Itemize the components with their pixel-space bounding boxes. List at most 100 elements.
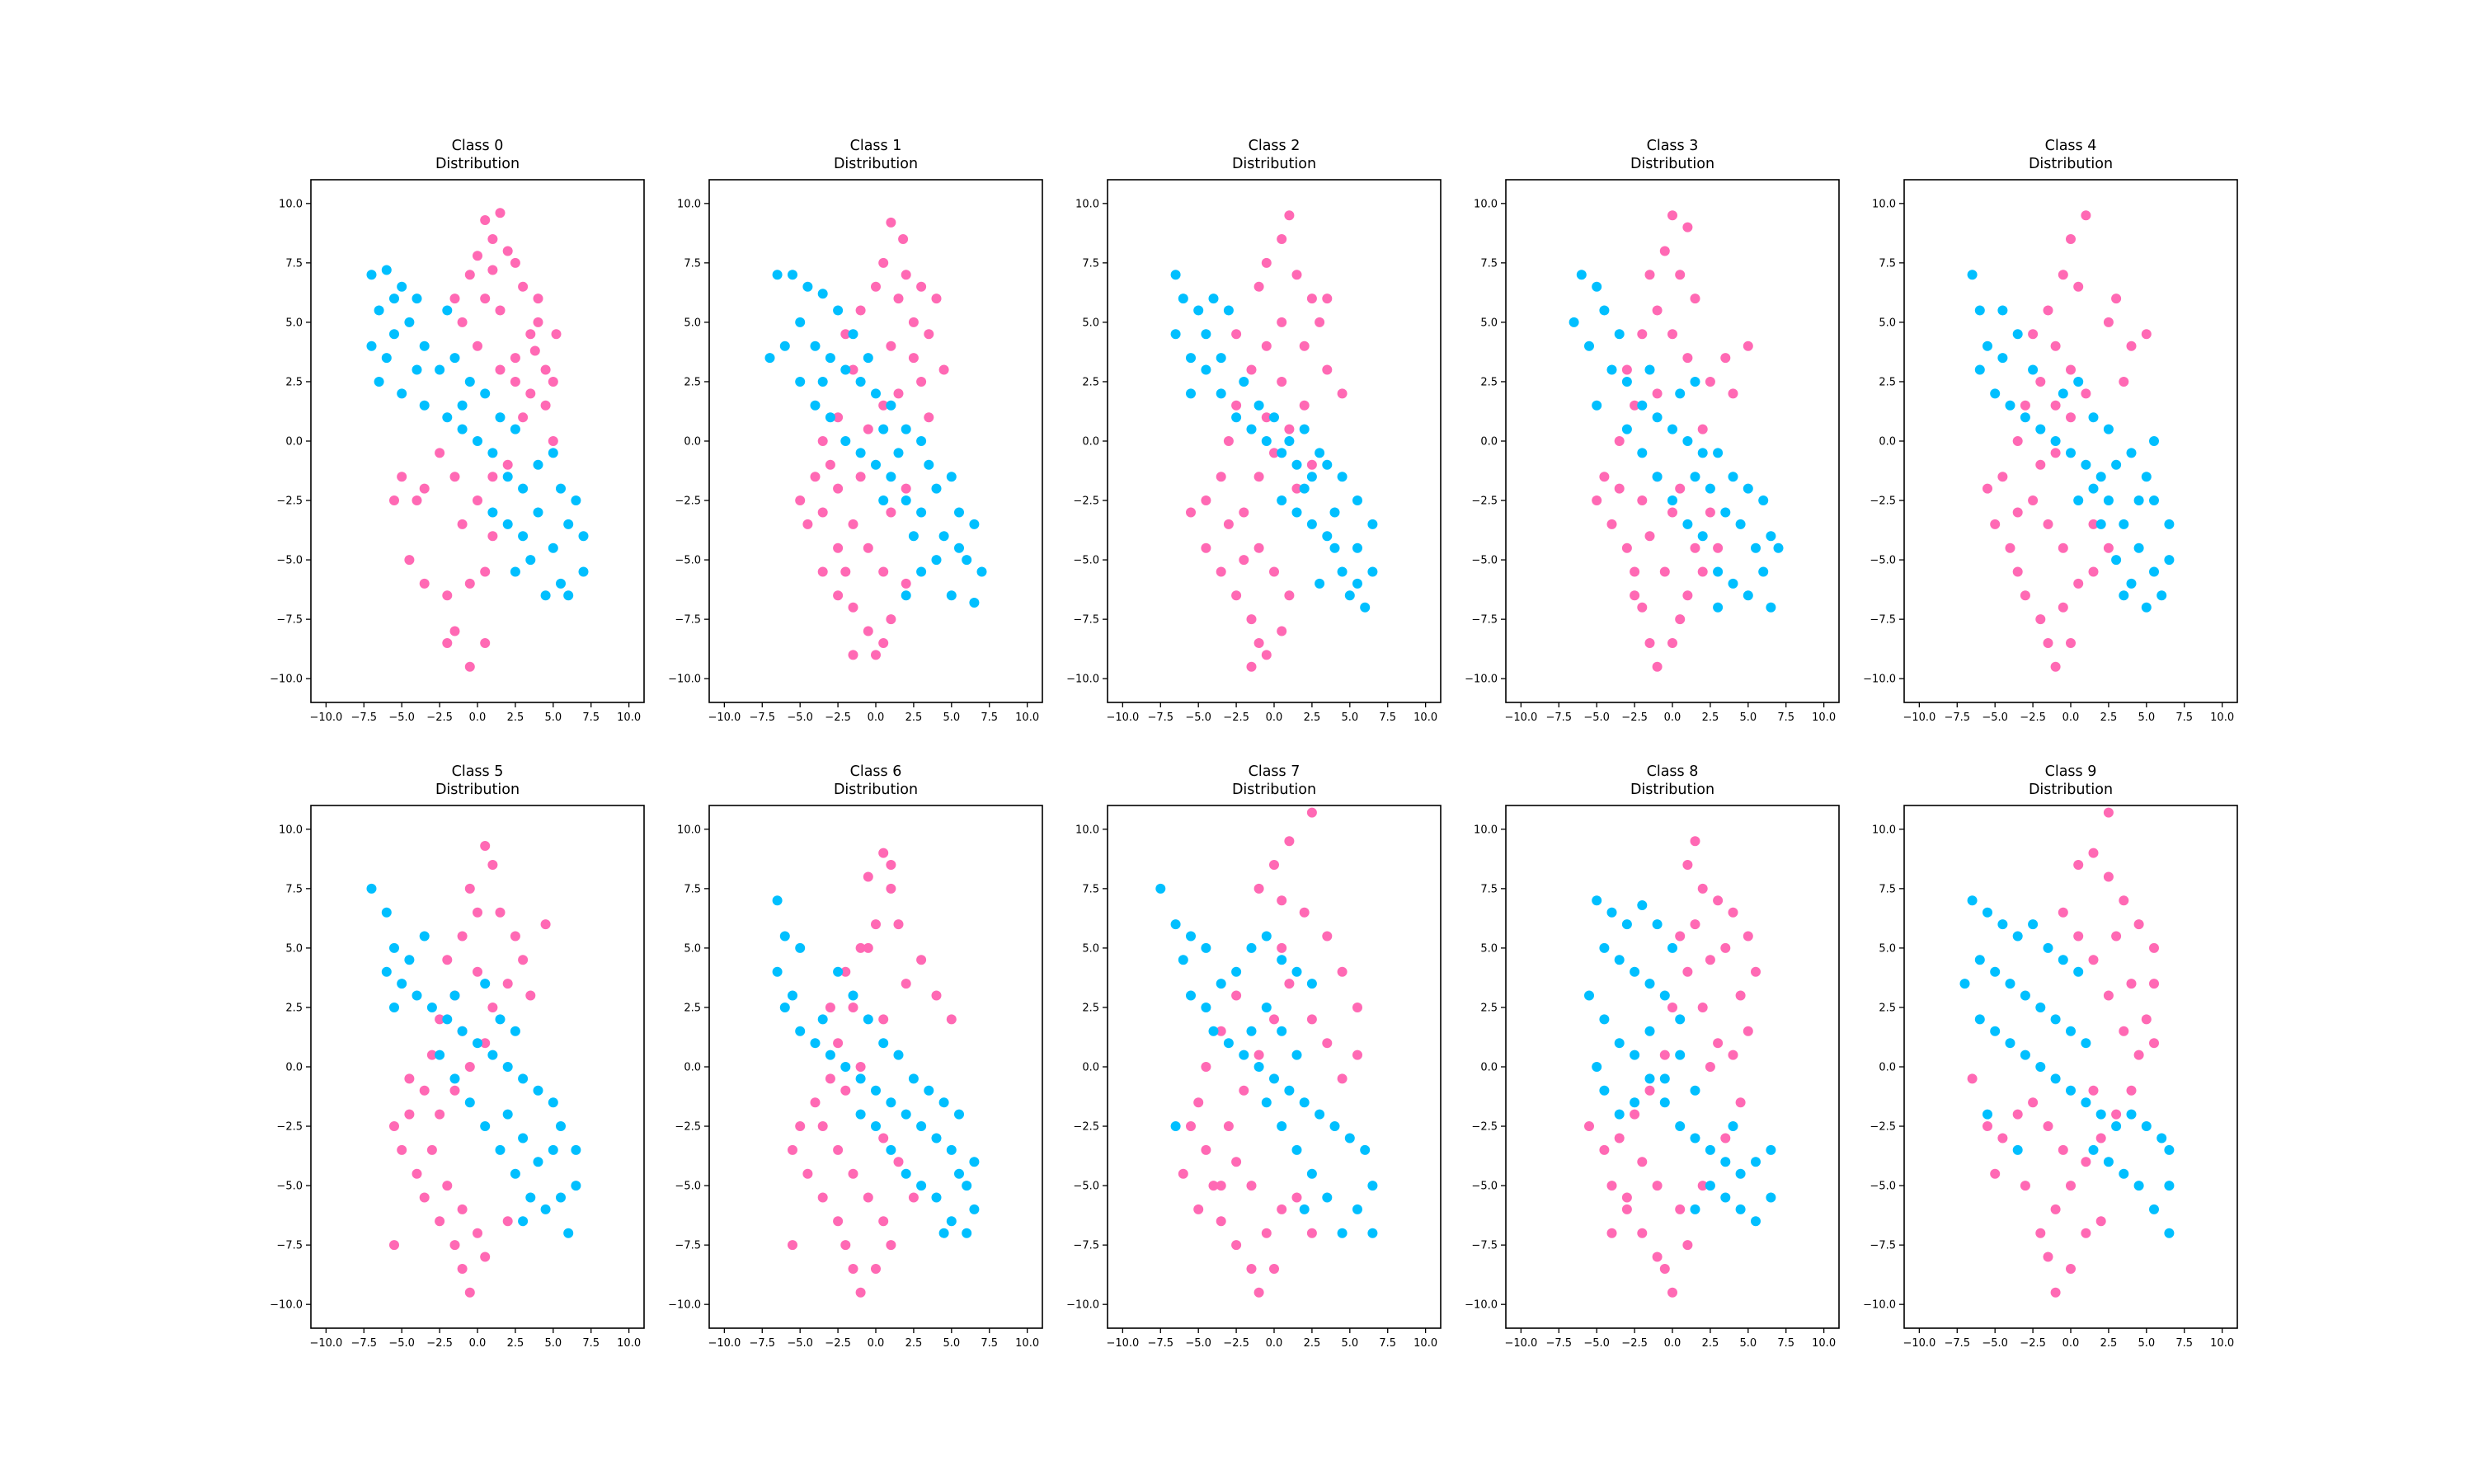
data-point xyxy=(2164,519,2175,529)
data-point xyxy=(810,340,821,351)
data-point xyxy=(449,353,460,364)
data-point xyxy=(2050,400,2061,411)
data-point xyxy=(802,281,813,292)
y-tick-label: −2.5 xyxy=(1870,495,1896,508)
x-tick-label: 10.0 xyxy=(1812,1337,1836,1350)
data-point xyxy=(893,294,904,304)
data-point xyxy=(1360,1144,1371,1155)
x-tick-label: 7.5 xyxy=(1379,711,1396,724)
data-point xyxy=(2058,542,2068,553)
data-point xyxy=(1186,1121,1196,1131)
data-point xyxy=(1291,459,1302,470)
data-point xyxy=(1231,412,1242,423)
data-point xyxy=(525,555,536,566)
data-point xyxy=(886,1097,896,1108)
data-point xyxy=(366,340,377,351)
data-point xyxy=(916,436,927,446)
data-point xyxy=(2012,507,2023,518)
data-point xyxy=(1216,566,1226,577)
data-point xyxy=(464,661,475,672)
data-point xyxy=(1599,942,1610,953)
y-tick-label: 7.5 xyxy=(1480,883,1498,895)
data-point xyxy=(1352,495,1362,505)
data-point xyxy=(1277,234,1287,244)
data-point xyxy=(2088,848,2099,858)
data-point xyxy=(1614,1109,1625,1120)
x-tick-label: −7.5 xyxy=(1545,1337,1572,1350)
x-tick-label: −10.0 xyxy=(1504,711,1537,724)
data-point xyxy=(449,990,460,1001)
data-point xyxy=(2043,1121,2053,1131)
data-point xyxy=(1637,400,1648,411)
data-point xyxy=(946,472,957,482)
data-point xyxy=(1606,1181,1617,1191)
data-point xyxy=(1743,483,1753,494)
data-point xyxy=(878,1216,889,1227)
y-tick-label: −10.0 xyxy=(1066,674,1099,686)
x-tick-label: −5.0 xyxy=(787,1337,813,1350)
x-tick-label: −5.0 xyxy=(388,1337,415,1350)
data-point xyxy=(878,257,889,268)
data-point xyxy=(1705,1062,1715,1072)
y-tick-label: 2.5 xyxy=(684,376,701,388)
data-point xyxy=(1277,626,1287,636)
data-point xyxy=(2012,436,2023,446)
x-tick-label: 2.5 xyxy=(507,711,524,724)
data-point xyxy=(1690,919,1700,930)
data-point xyxy=(2095,519,2106,529)
data-point xyxy=(419,931,430,942)
subplot-title-line-1: Distribution xyxy=(2029,156,2113,172)
data-point xyxy=(374,377,384,387)
data-point xyxy=(1231,590,1242,601)
data-point xyxy=(1675,1204,1686,1214)
data-point xyxy=(404,955,415,965)
data-point xyxy=(833,1038,844,1049)
data-point xyxy=(2066,1085,2076,1096)
data-point xyxy=(1766,1144,1776,1155)
data-point xyxy=(518,281,529,292)
data-point xyxy=(2073,377,2084,387)
data-point xyxy=(1614,329,1625,340)
data-point xyxy=(457,400,468,411)
y-tick-label: 10.0 xyxy=(279,198,303,210)
data-point xyxy=(779,340,790,351)
y-tick-label: −2.5 xyxy=(1471,1121,1498,1134)
data-point xyxy=(871,1121,881,1131)
data-point xyxy=(1592,1062,1602,1072)
data-point xyxy=(1713,566,1724,577)
data-point xyxy=(1735,519,1746,529)
data-point xyxy=(908,353,919,364)
x-tick-label: 2.5 xyxy=(905,711,923,724)
data-point xyxy=(898,234,909,244)
data-point xyxy=(788,270,797,280)
data-point xyxy=(893,388,904,399)
x-tick-label: −10.0 xyxy=(1504,1337,1537,1350)
data-point xyxy=(848,990,858,1001)
data-point xyxy=(946,1014,957,1025)
data-point xyxy=(1216,353,1226,364)
data-point xyxy=(571,1181,581,1191)
data-point xyxy=(840,566,851,577)
data-point xyxy=(1644,979,1655,989)
y-tick-label: 0.0 xyxy=(1879,436,1896,448)
data-point xyxy=(381,907,392,918)
series-0 xyxy=(788,848,957,1298)
data-point xyxy=(878,1014,889,1025)
data-point xyxy=(1621,364,1632,375)
data-point xyxy=(1277,942,1287,953)
data-point xyxy=(1667,942,1677,953)
y-tick-label: 2.5 xyxy=(1480,376,1498,388)
data-point xyxy=(2028,495,2039,505)
data-point xyxy=(487,1050,498,1060)
data-point xyxy=(2035,1003,2046,1012)
data-point xyxy=(1982,483,1992,494)
data-point xyxy=(2103,1157,2114,1167)
data-point xyxy=(1193,1097,1204,1108)
data-point xyxy=(1713,895,1724,906)
data-point xyxy=(2043,942,2053,953)
y-tick-label: 7.5 xyxy=(1879,257,1896,270)
data-point xyxy=(2005,1038,2015,1049)
data-point xyxy=(810,1038,821,1049)
data-point xyxy=(931,990,942,1001)
data-point xyxy=(2111,294,2122,304)
